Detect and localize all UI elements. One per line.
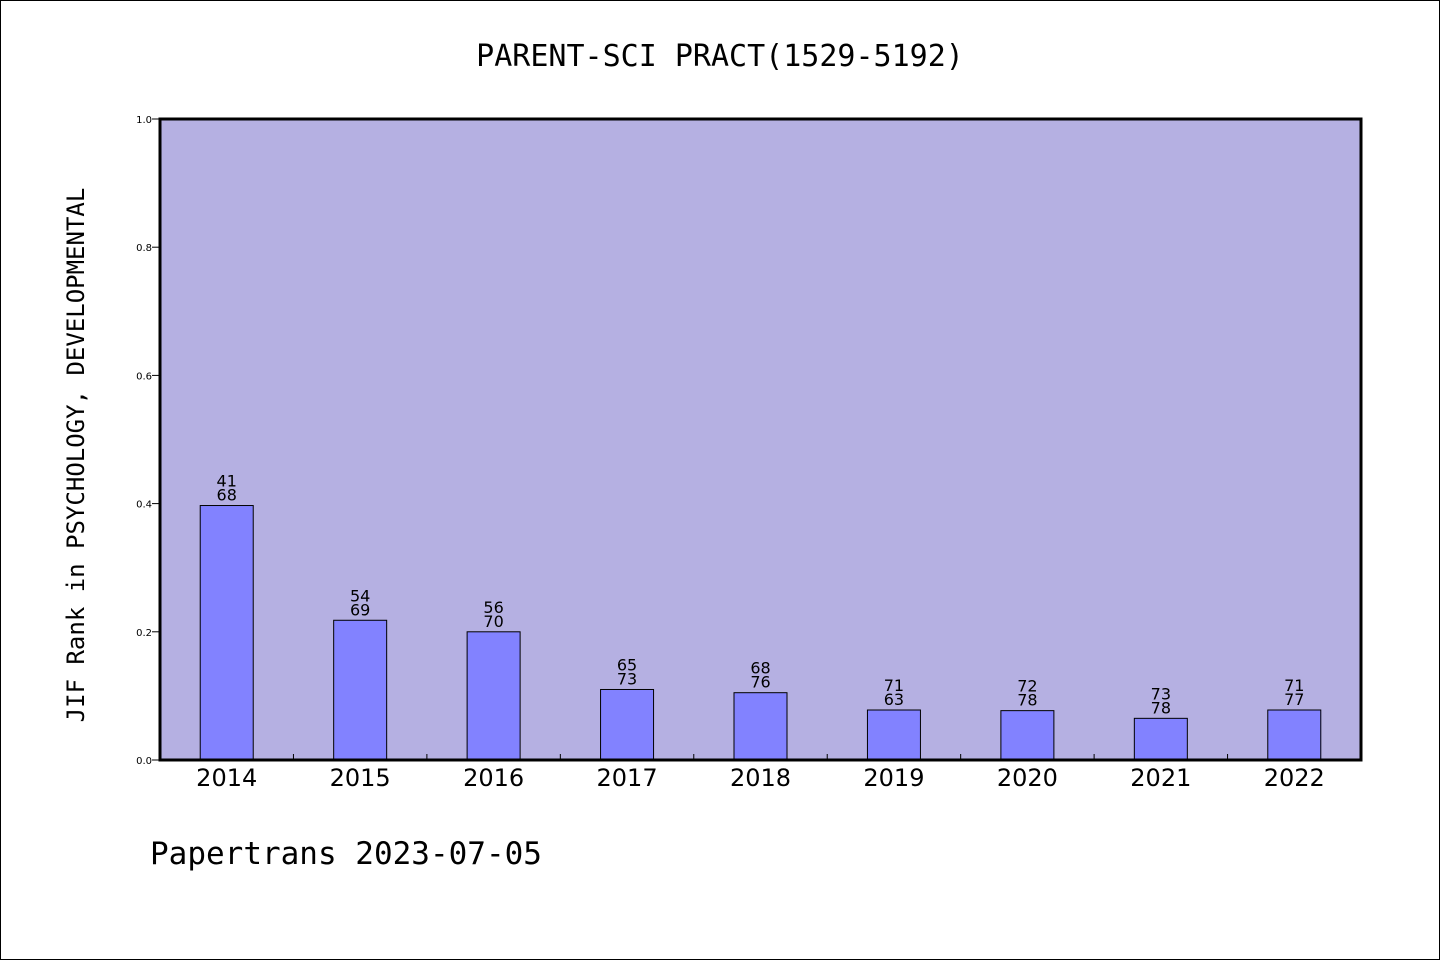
x-tick-label: 2018 [730,764,791,792]
bar-2017 [600,688,655,761]
plot-border [158,117,1363,762]
y-axis: 0.0 0.2 0.4 0.6 0.8 1.0 [136,115,160,767]
bar-rank-label: 73 [1151,684,1171,703]
bar-rank-label: 71 [884,676,904,695]
bar-total-label: 63 [884,690,904,709]
bar-rank-label: 41 [217,472,237,491]
bar-rank-label: 71 [1284,676,1304,695]
bar-total-label: 68 [217,486,237,505]
bar-total-label: 77 [1284,690,1304,709]
bar-rank-label: 54 [350,586,370,605]
bar-total-label: 70 [483,612,503,631]
y-axis-label: JIF Rank in PSYCHOLOGY, DEVELOPMENTAL [62,188,90,723]
bar-2021 [1133,717,1188,761]
bar-total-label: 73 [617,669,637,688]
x-tick-label: 2021 [1130,764,1191,792]
bar-rank-label: 56 [483,598,503,617]
y-tick-label: 1.0 [136,115,152,126]
y-tick-label: 0.2 [136,628,152,639]
bar-total-label: 78 [1151,698,1171,717]
bar-rank-label: 65 [617,655,637,674]
bar-rank-label: 72 [1017,677,1037,696]
bar-2020 [1000,710,1055,761]
x-tick-label: 2014 [196,764,257,792]
x-tick-label: 2016 [463,764,524,792]
watermark-text: Papertrans 2023-07-05 [150,836,542,872]
bar-total-label: 69 [350,600,370,619]
bar-2016 [466,631,521,761]
bar-total-label: 76 [750,673,770,692]
y-tick-label: 0.4 [136,500,152,511]
x-tick-label: 2015 [330,764,391,792]
x-tick-label: 2020 [997,764,1058,792]
y-tick-label: 0.8 [136,243,152,254]
x-tick-label: 2019 [863,764,924,792]
bar-total-label: 78 [1017,691,1037,710]
bar-2015 [333,619,388,761]
x-tick-label: 2017 [597,764,658,792]
bar-2014 [199,505,254,761]
x-tick-label: 2022 [1264,764,1325,792]
y-tick-label: 0.6 [136,371,152,382]
x-axis: 2014 2015 2016 2017 2018 2019 2020 2021 2022 [196,754,1325,792]
bar-2018 [733,692,788,761]
chart-title: PARENT-SCI PRACT(1529-5192) [476,39,964,74]
bar-rank-label: 68 [750,659,770,678]
y-tick-label: 0.0 [136,756,152,767]
bar-2022 [1267,709,1322,761]
bar-2019 [866,709,921,761]
